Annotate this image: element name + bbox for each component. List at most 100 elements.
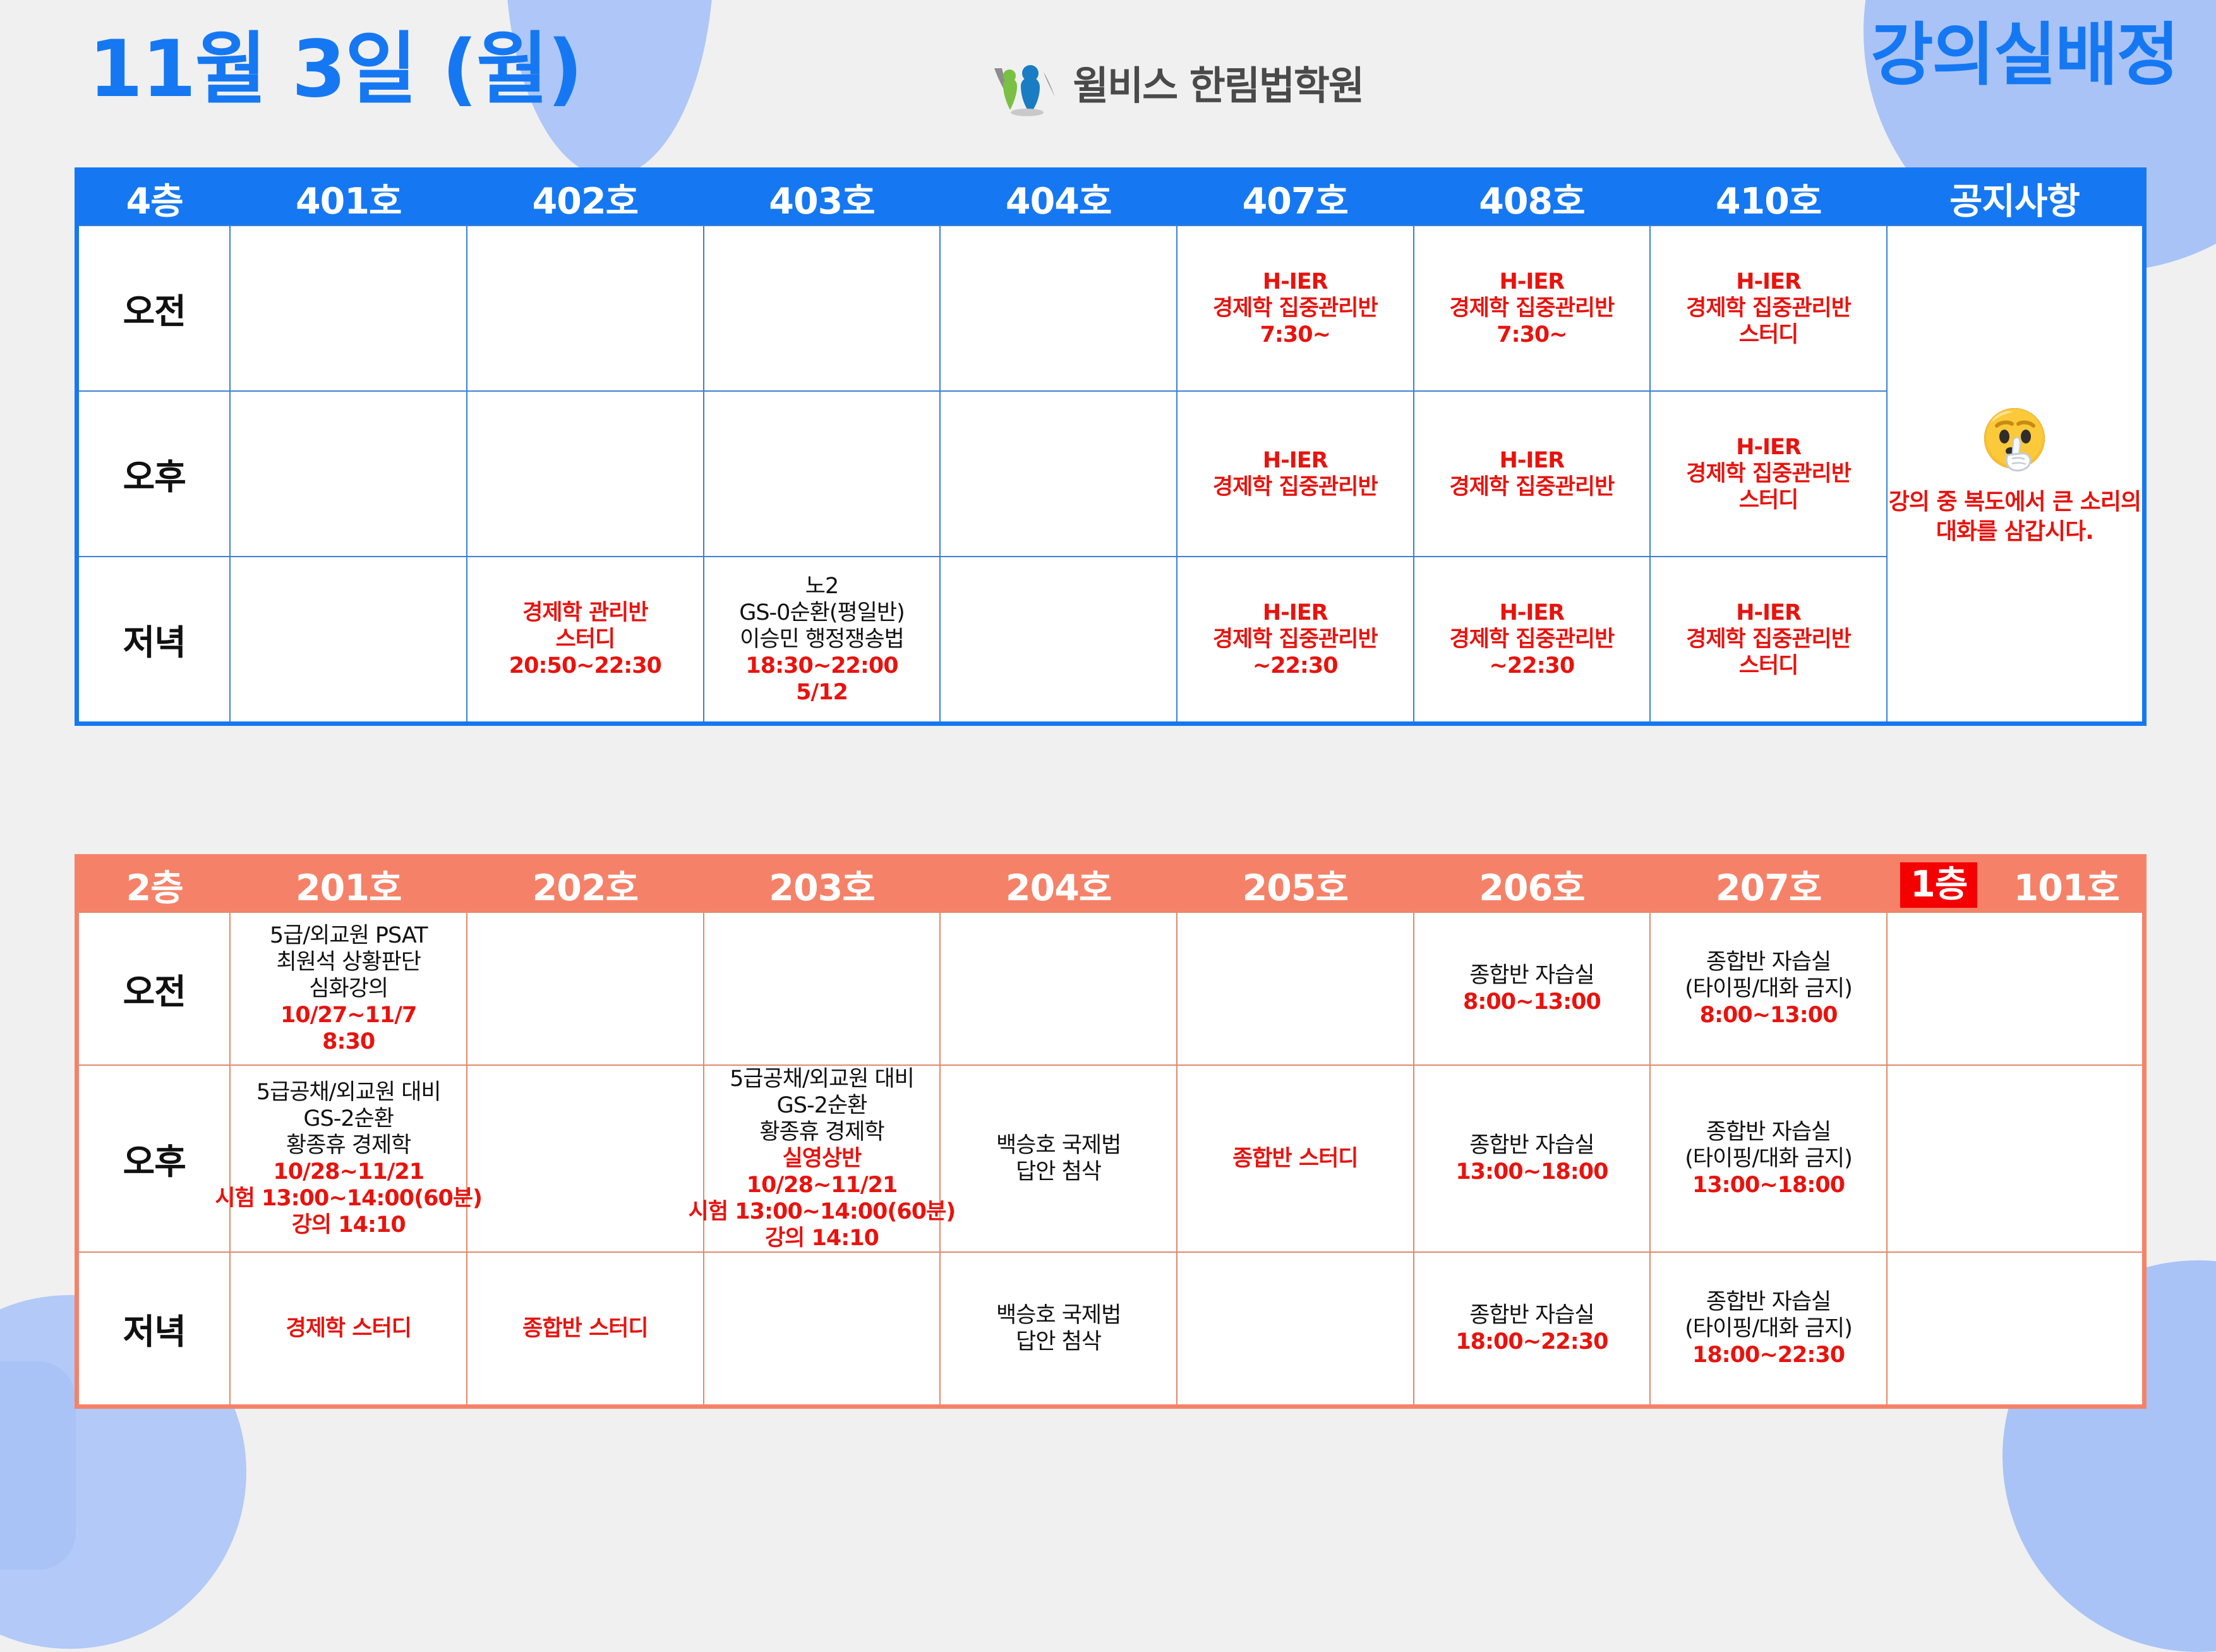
cell-4f-morning-407[interactable]: H-IER 경제학 집중관리반 7:30~ <box>1176 225 1414 392</box>
cell-4f-morning-401[interactable] <box>229 225 468 392</box>
cell-2f-evening-202[interactable]: 종합반 스터디 <box>466 1251 704 1408</box>
table-row: 저녁 경제학 관리반 스터디 20:50~22:30 노2 GS-0순환(평일반) 이승… <box>76 556 2145 725</box>
cell-4f-morning-408[interactable]: H-IER 경제학 집중관리반 7:30~ <box>1412 225 1651 392</box>
cell-4f-afternoon-402[interactable] <box>466 390 704 557</box>
cell-4f-morning-404[interactable] <box>939 225 1177 392</box>
cell-content: H-IER 경제학 집중관리반 스터디 <box>1651 268 1886 348</box>
cell-content: 종합반 스터디 <box>1177 1145 1413 1172</box>
cell-4f-evening-410[interactable]: H-IER 경제학 집중관리반 스터디 <box>1649 556 1888 725</box>
cell-line: 5급공채/외교원 대비 <box>730 1066 915 1092</box>
cell-line: 심화강의 <box>309 976 388 1001</box>
people-logo-icon <box>994 65 1056 116</box>
cell-2f-evening-207[interactable]: 종합반 자습실 (타이핑/대화 금지) 18:00~22:30 <box>1649 1251 1888 1408</box>
cell-line: 7:30~ <box>1260 322 1331 347</box>
cell-content: 종합반 자습실 18:00~22:30 <box>1414 1302 1650 1355</box>
cell-4f-evening-401[interactable] <box>229 556 468 725</box>
cell-content: 백승호 국제법 답안 첨삭 <box>941 1132 1176 1185</box>
cell-4f-evening-402[interactable]: 경제학 관리반 스터디 20:50~22:30 <box>466 556 704 725</box>
cell-line: 노2 <box>805 574 839 599</box>
cell-line: 경제학 집중관리반 <box>1449 474 1615 500</box>
cell-4f-evening-407[interactable]: H-IER 경제학 집중관리반 ~22:30 <box>1176 556 1414 725</box>
cell-line: (타이핑/대화 금지) <box>1685 1146 1853 1171</box>
cell-line: 종합반 자습실 <box>1469 1303 1594 1328</box>
cell-line: ~22:30 <box>1489 653 1575 678</box>
cell-2f-evening-206[interactable]: 종합반 자습실 18:00~22:30 <box>1412 1251 1651 1408</box>
cell-4f-morning-410[interactable]: H-IER 경제학 집중관리반 스터디 <box>1649 225 1888 392</box>
cell-line: 경제학 스터디 <box>286 1316 412 1341</box>
cell-line: 5급공채/외교원 대비 <box>256 1080 442 1105</box>
cell-line: 18:30~22:00 <box>745 653 898 678</box>
cell-4f-afternoon-401[interactable] <box>229 390 468 557</box>
shushing-face-emoji <box>1984 408 2045 472</box>
cell-line: 종합반 스터디 <box>522 1316 648 1341</box>
cell-2f-morning-202[interactable] <box>466 912 704 1066</box>
cell-2f-morning-204[interactable] <box>939 912 1177 1066</box>
floor2-row-label-morning: 오전 <box>76 912 231 1066</box>
cell-2f-afternoon-204[interactable]: 백승호 국제법 답안 첨삭 <box>939 1064 1177 1253</box>
cell-4f-evening-403[interactable]: 노2 GS-0순환(평일반) 이승민 행정쟁송법 18:30~22:00 5/12 <box>702 556 941 725</box>
cell-line: (타이핑/대화 금지) <box>1685 976 1853 1001</box>
cell-content: H-IER 경제학 집중관리반 7:30~ <box>1177 268 1413 348</box>
cell-2f-evening-203[interactable] <box>702 1251 941 1408</box>
cell-4f-afternoon-404[interactable] <box>939 390 1177 557</box>
cell-line: 시험 13:00~14:00(60분) <box>215 1186 483 1211</box>
cell-4f-afternoon-403[interactable] <box>702 390 941 557</box>
cell-line: H-IER <box>1262 448 1328 473</box>
cell-line: H-IER <box>1736 269 1802 294</box>
floor4-col-407: 407호 <box>1176 169 1414 226</box>
cell-2f-evening-204[interactable]: 백승호 국제법 답안 첨삭 <box>939 1251 1177 1408</box>
cell-line: 8:00~13:00 <box>1463 989 1601 1015</box>
floor4-row-label-morning: 오전 <box>76 225 231 392</box>
cell-2f-afternoon-205[interactable]: 종합반 스터디 <box>1176 1064 1414 1253</box>
floor4-schedule-table: 4층 401호 402호 403호 404호 407호 408호 410호 공지… <box>75 167 2147 726</box>
cell-line: H-IER <box>1262 269 1328 294</box>
table-row: 오후 5급공채/외교원 대비 GS-2순환 황종휴 경제학 10/28~11/21 시험… <box>76 1064 2145 1253</box>
cell-2f-morning-207[interactable]: 종합반 자습실 (타이핑/대화 금지) 8:00~13:00 <box>1649 912 1888 1066</box>
cell-line: 강의 14:10 <box>764 1226 879 1251</box>
cell-2f-evening-205[interactable] <box>1176 1251 1414 1408</box>
cell-content: 종합반 자습실 8:00~13:00 <box>1414 962 1650 1015</box>
cell-line: 10/28~11/21 <box>273 1159 425 1185</box>
cell-line: 스터디 <box>555 627 616 652</box>
cell-2f-afternoon-203[interactable]: 5급공채/외교원 대비 GS-2순환 황종휴 경제학 실영상반 10/28~11/21 시… <box>689 1064 956 1253</box>
cell-content: 5급공채/외교원 대비 GS-2순환 황종휴 경제학 10/28~11/21 시험 13… <box>215 1079 483 1238</box>
cell-line: 실영상반 <box>782 1146 862 1171</box>
cell-4f-evening-404[interactable] <box>939 556 1177 725</box>
cell-4f-morning-403[interactable] <box>702 225 941 392</box>
page-header: 11월 3일 (월) 윌비스 한림법학원 강의실배정 <box>0 0 2216 158</box>
cell-line: (타이핑/대화 금지) <box>1685 1316 1853 1341</box>
cell-line: H-IER <box>1499 600 1565 625</box>
floor2-schedule-table: 2층 201호 202호 203호 204호 205호 206호 207호 1층… <box>75 854 2147 1409</box>
cell-4f-afternoon-408[interactable]: H-IER 경제학 집중관리반 <box>1412 390 1651 557</box>
cell-line: 황종휴 경제학 <box>286 1133 411 1158</box>
table-row: 오후 H-IER 경제학 집중관리반 H-IER 경제학 집중관리반 H-IER 경제… <box>76 390 2145 557</box>
cell-4f-afternoon-407[interactable]: H-IER 경제학 집중관리반 <box>1176 390 1414 557</box>
cell-line: 10/28~11/21 <box>746 1173 898 1198</box>
cell-1f-evening-101[interactable] <box>1886 1251 2145 1408</box>
cell-2f-afternoon-206[interactable]: 종합반 자습실 13:00~18:00 <box>1412 1064 1651 1253</box>
cell-1f-afternoon-101[interactable] <box>1886 1064 2145 1253</box>
floor2-col-205: 205호 <box>1176 856 1414 912</box>
cell-1f-morning-101[interactable] <box>1886 912 2145 1066</box>
schedule-board: 11월 3일 (월) 윌비스 한림법학원 강의실배정 4층 40 <box>0 0 2216 1409</box>
cell-4f-afternoon-410[interactable]: H-IER 경제학 집중관리반 스터디 <box>1649 390 1888 557</box>
cell-2f-afternoon-201[interactable]: 5급공채/외교원 대비 GS-2순환 황종휴 경제학 10/28~11/21 시험 13… <box>215 1064 483 1253</box>
cell-content: 경제학 스터디 <box>231 1315 466 1342</box>
notice-inner: 강의 중 복도에서 큰 소리의 대화를 삼갑시다. <box>1888 401 2142 547</box>
cell-line: H-IER <box>1736 600 1802 625</box>
cell-line: 이승민 행정쟁송법 <box>740 627 905 652</box>
cell-2f-morning-206[interactable]: 종합반 자습실 8:00~13:00 <box>1412 912 1651 1066</box>
cell-2f-afternoon-207[interactable]: 종합반 자습실 (타이핑/대화 금지) 13:00~18:00 <box>1649 1064 1888 1253</box>
cell-4f-morning-402[interactable] <box>466 225 704 392</box>
floor2-row-label-evening: 저녁 <box>76 1251 231 1408</box>
cell-4f-evening-408[interactable]: H-IER 경제학 집중관리반 ~22:30 <box>1412 556 1651 725</box>
floor4-col-402: 402호 <box>467 169 704 226</box>
cell-content: H-IER 경제학 집중관리반 스터디 <box>1651 600 1886 679</box>
cell-2f-morning-201[interactable]: 5급/외교원 PSAT 최원석 상황판단 심화강의 10/27~11/7 8:30 <box>229 912 468 1066</box>
cell-2f-evening-201[interactable]: 경제학 스터디 <box>229 1251 468 1408</box>
cell-2f-morning-205[interactable] <box>1176 912 1414 1066</box>
cell-2f-afternoon-202[interactable] <box>466 1064 704 1253</box>
floor2-label: 2층 <box>76 856 231 912</box>
floor1-badge-label: 1층 <box>1900 862 1978 908</box>
cell-2f-morning-203[interactable] <box>702 912 941 1066</box>
